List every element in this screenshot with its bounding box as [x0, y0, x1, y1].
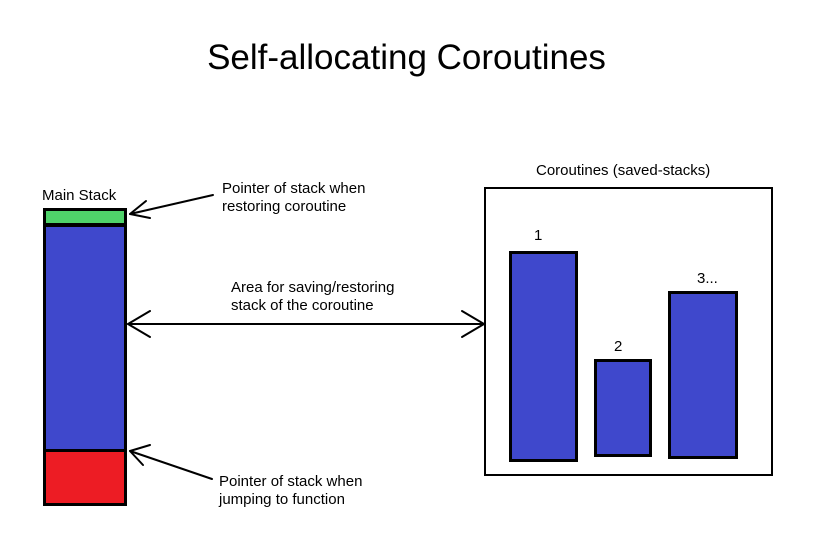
main-stack-bottom-segment — [43, 449, 127, 506]
coroutine-1-stack — [509, 251, 578, 462]
restore-pointer-label-line1: Pointer of stack when — [222, 180, 366, 197]
save-area-double-arrow — [127, 310, 485, 338]
coroutine-3-label: 3... — [697, 270, 718, 287]
main-stack-middle-segment — [43, 224, 127, 452]
jump-pointer-label-line1: Pointer of stack when — [219, 473, 363, 490]
coroutine-2-label: 2 — [614, 338, 623, 355]
coroutines-label: Coroutines (saved-stacks) — [536, 162, 711, 179]
coroutine-1-label: 1 — [534, 227, 543, 244]
save-area-label-line2: stack of the coroutine — [231, 297, 374, 314]
save-area-label-line1: Area for saving/restoring — [231, 279, 395, 296]
diagram-title: Self-allocating Coroutines — [207, 38, 606, 77]
restore-pointer-arrow — [129, 194, 214, 219]
jump-pointer-label-line2: jumping to function — [219, 491, 345, 508]
restore-pointer-label-line2: restoring coroutine — [222, 198, 347, 215]
jump-pointer-arrow — [129, 444, 213, 480]
coroutine-3-stack — [668, 291, 738, 459]
main-stack-label: Main Stack — [42, 187, 117, 204]
coroutine-2-stack — [594, 359, 652, 457]
coroutines-container — [484, 187, 773, 476]
